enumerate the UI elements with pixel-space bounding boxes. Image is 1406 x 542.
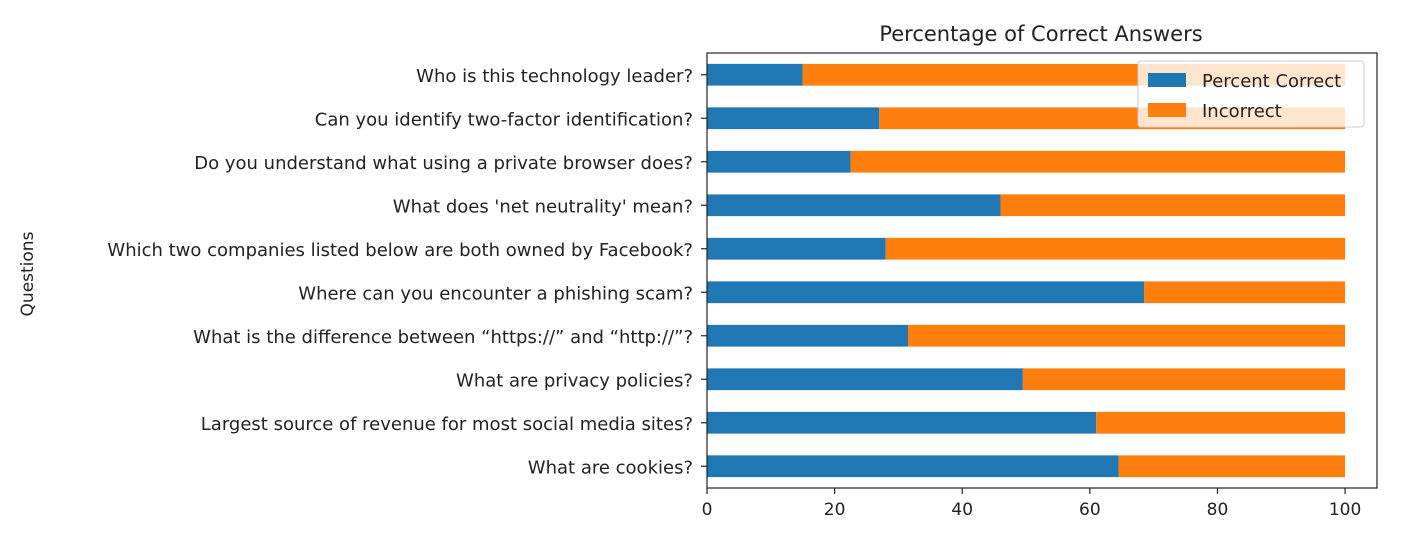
bar-correct-0: [707, 63, 803, 86]
y-tick-label: Can you identify two-factor identificati…: [315, 109, 693, 130]
bar-incorrect-9: [1118, 455, 1346, 478]
bar-correct-2: [707, 150, 851, 173]
bar-incorrect-4: [885, 237, 1346, 260]
y-tick-label: Where can you encounter a phishing scam?: [298, 283, 693, 304]
bar-correct-7: [707, 368, 1023, 391]
x-tick-label: 40: [951, 500, 973, 520]
bar-incorrect-5: [1144, 281, 1346, 304]
y-tick-label: What is the difference between “https://…: [193, 327, 693, 348]
y-tick-label: Do you understand what using a private b…: [194, 153, 693, 174]
bar-incorrect-7: [1022, 368, 1346, 391]
bar-incorrect-3: [1000, 194, 1346, 217]
x-tick-label: 60: [1079, 500, 1101, 520]
legend-label-1: Incorrect: [1202, 101, 1282, 122]
bar-incorrect-8: [1096, 411, 1346, 434]
legend-swatch-0: [1148, 73, 1186, 87]
y-tick-label: What does 'net neutrality' mean?: [393, 196, 693, 217]
legend-label-0: Percent Correct: [1202, 71, 1341, 92]
x-tick-label: 80: [1207, 500, 1229, 520]
bars-layer: [707, 63, 1346, 478]
legend: Percent Correct Incorrect: [1137, 60, 1365, 128]
y-tick-label: What are privacy policies?: [456, 370, 693, 391]
chart-title: Percentage of Correct Answers: [879, 22, 1202, 46]
bar-correct-5: [707, 281, 1145, 304]
bar-correct-9: [707, 455, 1119, 478]
x-tick-label: 20: [824, 500, 846, 520]
y-tick-label: Who is this technology leader?: [416, 66, 693, 87]
y-axis-label: Questions: [18, 231, 38, 316]
y-tick-label: What are cookies?: [528, 457, 693, 478]
bar-correct-1: [707, 107, 880, 130]
bar-incorrect-6: [908, 324, 1346, 347]
bar-correct-6: [707, 324, 908, 347]
axes-layer: Who is this technology leader? Can you id…: [107, 52, 1378, 520]
plot-frame: [706, 52, 1378, 489]
x-tick-label: 100: [1329, 500, 1361, 520]
x-tick-label: 0: [702, 500, 713, 520]
bar-correct-4: [707, 237, 886, 260]
y-tick-label: Which two companies listed below are bot…: [107, 240, 693, 261]
legend-box: [1137, 60, 1365, 128]
bar-correct-3: [707, 194, 1001, 217]
bar-correct-8: [707, 411, 1097, 434]
legend-swatch-1: [1148, 103, 1186, 117]
y-tick-label: Largest source of revenue for most socia…: [201, 414, 693, 435]
bar-incorrect-2: [850, 150, 1346, 173]
